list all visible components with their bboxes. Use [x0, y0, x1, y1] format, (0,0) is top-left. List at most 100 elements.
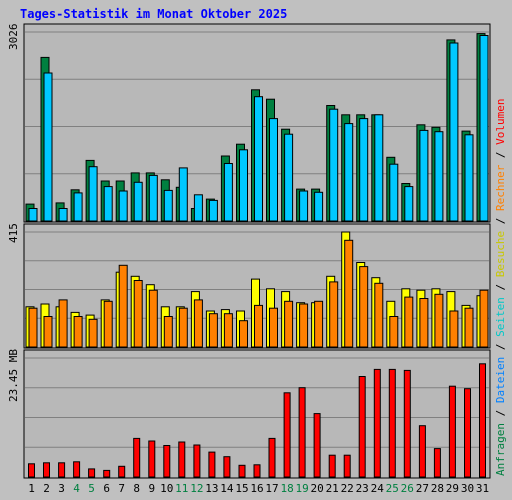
chart-title: Tages-Statistik im Monat Oktober 2025	[20, 7, 288, 21]
bar-rechner-15	[239, 320, 248, 348]
bar-dateien-4	[73, 192, 83, 222]
bar-volumen-13	[208, 451, 216, 478]
bar-dateien-27	[419, 129, 429, 222]
labels-layer: 1 2 3 4 5 6 7 8 9 10 11 12 13 14 15 16 17 18 19 20 21 22 23 24 2…	[28, 482, 489, 495]
bar-dateien-10	[163, 189, 173, 222]
bar-rechner-19	[299, 303, 309, 348]
bar-dateien-13	[208, 199, 218, 222]
bar-volumen-29	[448, 385, 456, 478]
bar-dateien-1	[28, 208, 38, 222]
legend-separator: /	[494, 145, 507, 165]
x-tick-label-24: 24	[371, 482, 385, 495]
bar-volumen-11	[178, 441, 186, 478]
bar-rechner-28	[434, 293, 444, 348]
bar-volumen-20	[313, 413, 321, 478]
x-tick-label-19: 19	[295, 482, 308, 495]
bar-dateien-14	[223, 163, 233, 222]
bar-rechner-27	[419, 298, 429, 348]
bar-volumen-2	[43, 462, 50, 478]
bar-dateien-3	[58, 208, 68, 222]
x-tick-label-17: 17	[265, 482, 278, 495]
bar-dateien-24	[374, 114, 384, 222]
bar-dateien-16	[254, 96, 263, 222]
legend-separator: /	[494, 337, 507, 357]
bar-rechner-5	[88, 318, 98, 348]
bar-rechner-3	[58, 299, 68, 348]
bar-rechner-12	[193, 299, 203, 348]
visits-max-label: 415	[7, 223, 20, 243]
x-tick-label-3: 3	[58, 482, 65, 495]
x-tick-label-30: 30	[461, 482, 474, 495]
right-legend: Anfragen / Dateien / Seiten / Besuche / …	[494, 98, 507, 476]
bar-rechner-7	[118, 264, 128, 348]
x-tick-label-12: 12	[190, 482, 203, 495]
bar-rechner-25	[389, 316, 399, 348]
bar-volumen-10	[163, 445, 171, 478]
bar-volumen-22	[343, 454, 351, 478]
bar-volumen-24	[373, 368, 381, 478]
bar-dateien-28	[434, 131, 444, 222]
bar-dateien-23	[359, 118, 369, 222]
x-tick-label-21: 21	[326, 482, 339, 495]
bar-rechner-18	[284, 300, 294, 348]
bar-volumen-16	[253, 464, 261, 478]
bar-volumen-8	[133, 437, 141, 478]
bars-layer	[25, 33, 489, 478]
x-tick-label-18: 18	[280, 482, 293, 495]
bar-dateien-2	[43, 72, 53, 222]
bar-dateien-20	[314, 191, 324, 222]
bar-dateien-17	[269, 118, 278, 222]
bar-dateien-8	[133, 181, 143, 222]
bar-rechner-31	[479, 289, 489, 348]
bar-volumen-19	[298, 387, 306, 478]
x-tick-label-29: 29	[446, 482, 459, 495]
x-tick-label-1: 1	[28, 482, 35, 495]
bar-volumen-5	[88, 468, 96, 478]
bar-rechner-11	[178, 307, 188, 348]
volume-max-label: 23.45 MB	[7, 349, 20, 402]
legend-item-dateien: Dateien	[494, 357, 507, 403]
bar-dateien-11	[178, 167, 188, 222]
bar-dateien-22	[344, 123, 354, 222]
bar-dateien-31	[479, 35, 489, 222]
legend-separator: /	[494, 403, 507, 423]
x-tick-label-22: 22	[341, 482, 354, 495]
bar-volumen-14	[223, 456, 231, 478]
bar-dateien-15	[239, 149, 248, 222]
legend-separator: /	[494, 277, 507, 297]
bar-volumen-9	[148, 440, 156, 478]
bar-rechner-24	[374, 282, 384, 348]
legend-item-seiten: Seiten	[494, 297, 507, 337]
x-tick-label-6: 6	[103, 482, 110, 495]
bar-rechner-21	[329, 281, 339, 348]
bar-dateien-7	[118, 190, 128, 222]
bar-dateien-30	[464, 134, 474, 222]
bar-volumen-7	[118, 465, 126, 478]
bar-volumen-26	[403, 369, 411, 478]
bar-dateien-9	[148, 174, 158, 222]
bar-dateien-12	[193, 194, 203, 222]
bar-volumen-3	[58, 462, 66, 478]
legend-item-besuche: Besuche	[494, 231, 507, 277]
x-tick-label-15: 15	[235, 482, 248, 495]
bar-rechner-22	[344, 239, 354, 348]
x-tick-label-28: 28	[431, 482, 444, 495]
bar-dateien-5	[88, 166, 98, 222]
x-tick-label-16: 16	[250, 482, 263, 495]
x-tick-label-26: 26	[401, 482, 414, 495]
bar-rechner-10	[163, 316, 173, 348]
x-tick-label-8: 8	[133, 482, 140, 495]
bar-volumen-18	[283, 392, 291, 478]
bar-dateien-25	[389, 163, 399, 222]
bar-volumen-12	[193, 444, 201, 478]
bar-rechner-9	[148, 289, 158, 348]
bar-volumen-21	[328, 454, 336, 478]
bar-volumen-30	[464, 388, 471, 478]
x-tick-label-10: 10	[160, 482, 173, 495]
bar-volumen-28	[433, 448, 441, 478]
legend-item-rechner: Rechner	[494, 164, 507, 211]
bar-volumen-15	[238, 464, 246, 478]
bar-volumen-31	[479, 363, 486, 478]
x-tick-label-5: 5	[88, 482, 95, 495]
